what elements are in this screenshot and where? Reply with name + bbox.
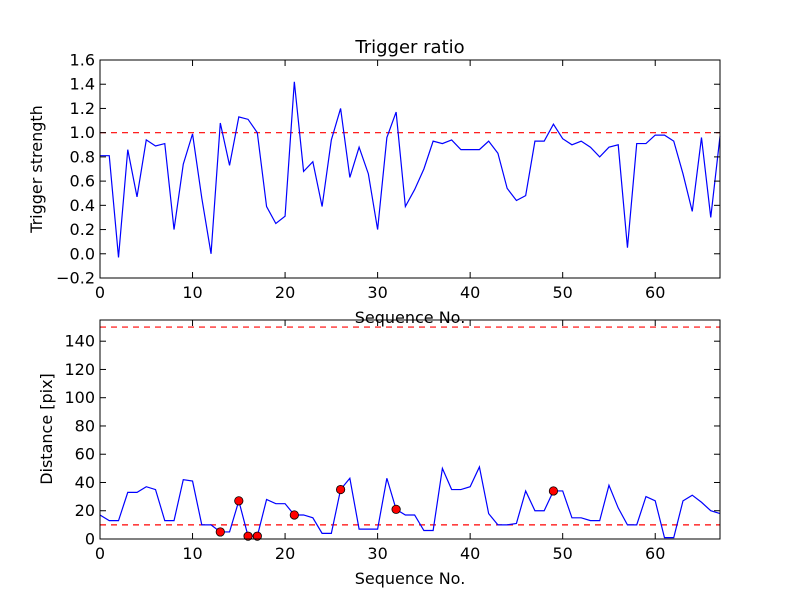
distance-marker-point bbox=[335, 484, 346, 495]
trigger-ratio-xtick-label: 40 bbox=[460, 283, 480, 302]
trigger-ratio-series bbox=[100, 81, 721, 258]
distance-xtick-label: 40 bbox=[460, 544, 480, 563]
trigger-ratio-xlabel: Sequence No. bbox=[355, 308, 466, 327]
distance-ytick-label: 60 bbox=[75, 445, 95, 464]
distance-xtick-label: 20 bbox=[275, 544, 295, 563]
trigger-ratio-ytick-label: 0.4 bbox=[70, 196, 95, 215]
distance-ytick-label: 120 bbox=[64, 360, 95, 379]
distance-marker-point bbox=[252, 531, 262, 541]
trigger-ratio-xtick-label: 60 bbox=[645, 283, 665, 302]
distance-series-line-0 bbox=[99, 465, 721, 539]
trigger-ratio-ylabel: Trigger strength bbox=[27, 105, 46, 234]
distance-ytick-label: 40 bbox=[75, 473, 95, 492]
trigger-ratio-plot-frame bbox=[99, 59, 721, 279]
distance-panel: Sequence No. Distance [pix] 0 10 20 30 40 50 6… bbox=[37, 319, 721, 588]
trigger-ratio-xtick-label: 50 bbox=[553, 283, 573, 302]
trigger-ratio-ytick-label: 1.6 bbox=[70, 51, 95, 70]
trigger-ratio-title: Trigger ratio bbox=[354, 37, 464, 58]
distance-marker-point bbox=[234, 496, 244, 506]
distance-series bbox=[99, 465, 721, 541]
trigger-ratio-xtick-label: 30 bbox=[367, 283, 387, 302]
trigger-ratio-xtick-label: 0 bbox=[95, 283, 105, 302]
trigger-ratio-xtick-label: 20 bbox=[275, 283, 295, 302]
distance-plot-frame bbox=[99, 319, 721, 540]
distance-ytick-label: 140 bbox=[64, 332, 95, 351]
distance-ylabel: Distance [pix] bbox=[37, 373, 56, 485]
distance-ytick-label: 80 bbox=[75, 416, 95, 435]
distance-ytick-label: 0 bbox=[85, 530, 95, 549]
distance-xtick-label: 10 bbox=[182, 544, 202, 563]
distance-marker-point bbox=[243, 531, 253, 541]
distance-marker-point bbox=[289, 510, 299, 520]
trigger-ratio-xtick-label: 10 bbox=[182, 283, 202, 302]
trigger-ratio-panel: Trigger ratio Sequence No. Trigger stren… bbox=[27, 37, 721, 327]
distance-ytick-label: 100 bbox=[64, 388, 95, 407]
trigger-ratio-ytick-label: 1.0 bbox=[70, 123, 95, 142]
distance-xtick-label: 30 bbox=[367, 544, 387, 563]
trigger-ratio-ytick-label: 1.2 bbox=[70, 99, 95, 118]
trigger-ratio-ytick-label: 0.6 bbox=[70, 172, 95, 191]
distance-ytick-label: 20 bbox=[75, 501, 95, 520]
distance-marker-point bbox=[391, 504, 401, 514]
trigger-ratio-ticks: 0 10 20 30 40 50 60 −0.2 0.0 0.2 0.4 0.6 0.8 1.0 1.2 1.… bbox=[56, 51, 720, 302]
distance-xtick-label: 0 bbox=[95, 544, 105, 563]
distance-marker-point bbox=[548, 486, 559, 496]
distance-xlabel: Sequence No. bbox=[355, 569, 466, 588]
distance-xtick-label: 60 bbox=[645, 544, 665, 563]
distance-marker-point bbox=[215, 527, 225, 537]
distance-ticks: 0 10 20 30 40 50 60 0 20 40 60 80 100 120 140 bbox=[64, 320, 720, 563]
trigger-ratio-ytick-label: 0.8 bbox=[70, 147, 95, 166]
trigger-ratio-ytick-label: 0.2 bbox=[70, 220, 95, 239]
trigger-ratio-ytick-label: 1.4 bbox=[70, 75, 95, 94]
distance-xtick-label: 50 bbox=[553, 544, 573, 563]
trigger-ratio-ytick-label: 0.0 bbox=[70, 244, 95, 263]
trigger-ratio-ytick-label: −0.2 bbox=[56, 269, 95, 288]
trigger-ratio-series-line-0 bbox=[100, 81, 721, 258]
